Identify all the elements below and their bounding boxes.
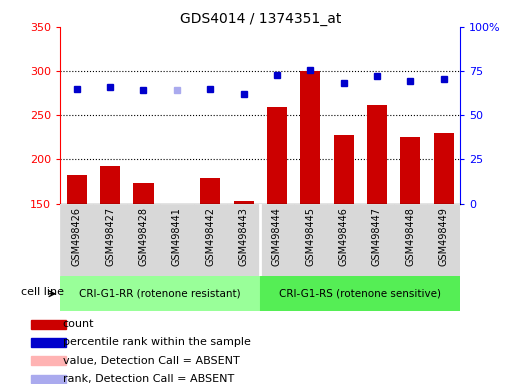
Bar: [160, 204, 194, 276]
Text: GSM498441: GSM498441: [172, 207, 182, 266]
Bar: [400, 137, 420, 204]
Text: CRI-G1-RR (rotenone resistant): CRI-G1-RR (rotenone resistant): [79, 289, 241, 299]
Text: GSM498449: GSM498449: [439, 207, 449, 266]
Text: count: count: [63, 319, 94, 329]
Bar: [293, 204, 327, 276]
Bar: [127, 204, 160, 276]
Bar: [133, 183, 154, 204]
Text: GSM498444: GSM498444: [272, 207, 282, 266]
Bar: [334, 135, 354, 204]
Bar: [31, 320, 66, 329]
Text: GSM498428: GSM498428: [139, 207, 149, 266]
Bar: [60, 276, 260, 311]
Text: value, Detection Call = ABSENT: value, Detection Call = ABSENT: [63, 356, 240, 366]
Bar: [360, 204, 393, 276]
Bar: [260, 276, 460, 311]
Bar: [260, 204, 293, 276]
Bar: [327, 204, 360, 276]
Text: GSM498443: GSM498443: [238, 207, 248, 266]
Text: GSM498445: GSM498445: [305, 207, 315, 266]
Bar: [394, 204, 427, 276]
Bar: [31, 374, 66, 383]
Bar: [94, 204, 127, 276]
Bar: [194, 204, 227, 276]
Text: percentile rank within the sample: percentile rank within the sample: [63, 338, 251, 348]
Bar: [233, 201, 254, 204]
Bar: [300, 71, 320, 204]
Bar: [67, 175, 87, 204]
Bar: [200, 178, 220, 204]
Bar: [100, 166, 120, 204]
Text: GSM498427: GSM498427: [105, 207, 115, 266]
Text: GSM498446: GSM498446: [338, 207, 348, 266]
Text: GSM498426: GSM498426: [72, 207, 82, 266]
Bar: [434, 133, 453, 204]
Bar: [427, 204, 460, 276]
Bar: [60, 204, 94, 276]
Text: GSM498448: GSM498448: [405, 207, 415, 266]
Text: rank, Detection Call = ABSENT: rank, Detection Call = ABSENT: [63, 374, 234, 384]
Text: CRI-G1-RS (rotenone sensitive): CRI-G1-RS (rotenone sensitive): [279, 289, 441, 299]
Bar: [31, 338, 66, 347]
Bar: [367, 104, 387, 204]
Title: GDS4014 / 1374351_at: GDS4014 / 1374351_at: [179, 12, 341, 26]
Bar: [31, 356, 66, 365]
Bar: [227, 204, 260, 276]
Text: cell line: cell line: [21, 287, 64, 297]
Text: GSM498447: GSM498447: [372, 207, 382, 266]
Bar: [267, 107, 287, 204]
Text: GSM498442: GSM498442: [205, 207, 215, 266]
